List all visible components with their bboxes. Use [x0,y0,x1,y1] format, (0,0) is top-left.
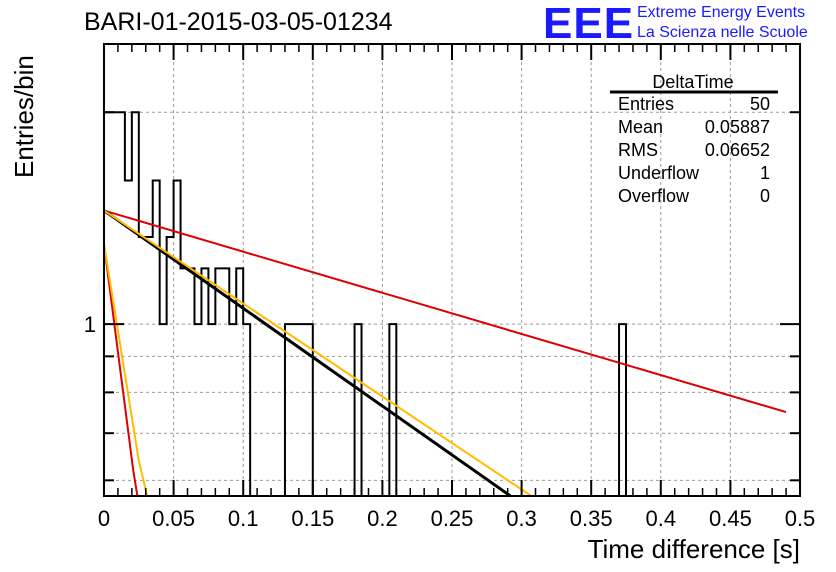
x-tick-label: 0.2 [367,506,398,531]
y-axis-title: Entries/bin [9,55,39,178]
fit-curve-3 [103,209,532,497]
stats-overflow-label: Overflow [618,186,690,206]
x-tick-label: 0.5 [785,506,816,531]
x-tick-label: 0.15 [291,506,334,531]
stats-mean-value: 0.05887 [705,117,770,137]
stats-underflow-label: Underflow [618,163,700,183]
fit-curves [103,209,787,498]
axes: 0 0.05 0.1 0.15 0.2 0.25 0.3 0.35 0.4 0.45 0.5 1 [84,43,816,531]
fit-curve-2 [103,209,512,498]
stats-mean-label: Mean [618,117,663,137]
stats-rms-value: 0.06652 [705,140,770,160]
logo-line-1: Extreme Energy Events [637,4,806,21]
fit-curve-1 [103,209,787,414]
stats-box: DeltaTime Entries 50 Mean 0.05887 RMS 0.… [610,72,778,206]
y-tick-label: 1 [84,312,96,337]
stats-overflow-value: 0 [760,186,770,206]
x-tick-label: 0 [98,506,110,531]
x-tick-label: 0.35 [570,506,613,531]
eee-logo-mark: EEE [543,0,635,48]
fit-curve-5 [103,243,149,497]
stats-entries-value: 50 [750,94,770,114]
x-tick-label: 0.4 [646,506,677,531]
chart-title: BARI-01-2015-03-05-01234 [84,8,393,36]
fit-curve-4 [103,243,139,497]
stats-title: DeltaTime [652,72,733,92]
logo-line-2: La Scienza nelle Scuole [637,24,808,41]
x-tick-label: 0.45 [709,506,752,531]
x-axis-title: Time difference [s] [588,534,800,564]
x-tick-label: 0.05 [152,506,195,531]
stats-underflow-value: 1 [760,163,770,183]
x-tick-label: 0.3 [506,506,537,531]
stats-entries-label: Entries [618,94,674,114]
x-tick-label: 0.1 [228,506,259,531]
stats-rms-label: RMS [618,140,658,160]
x-tick-label: 0.25 [431,506,474,531]
